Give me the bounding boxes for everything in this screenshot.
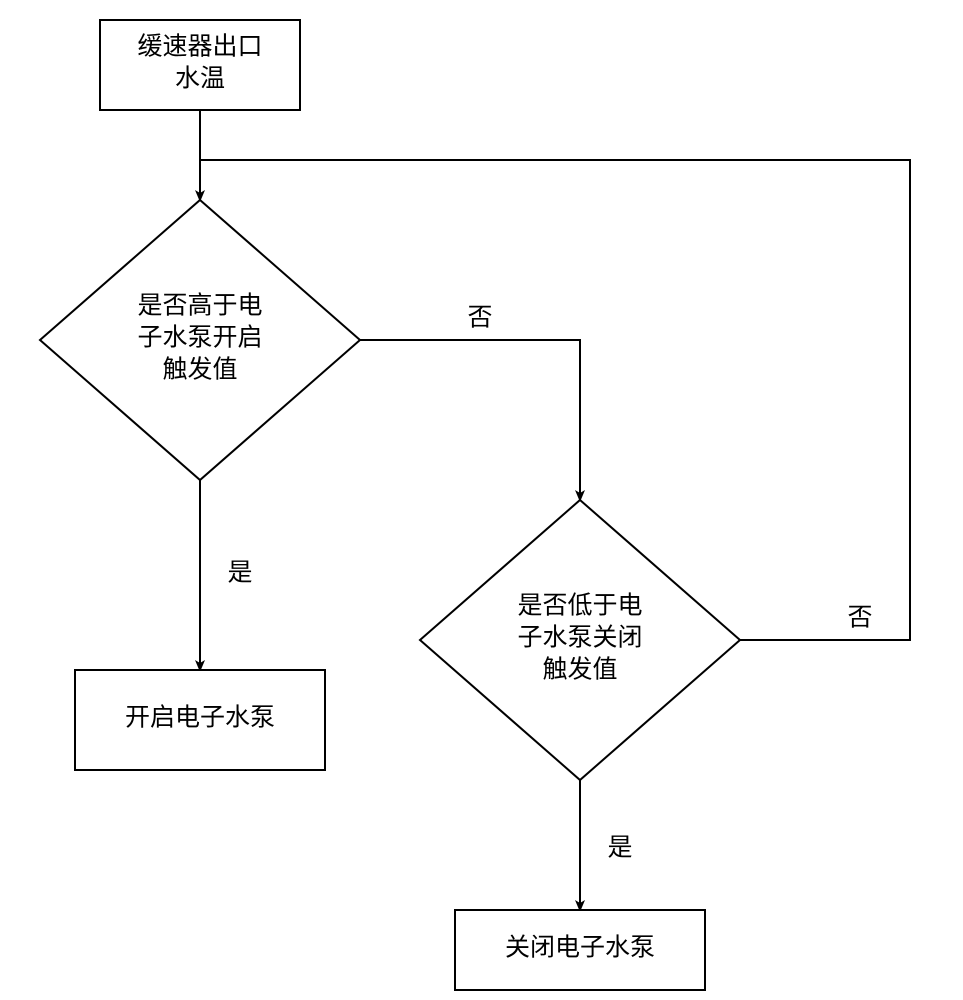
- node-decision-below-close-trigger: 是否低于电子水泵关闭触发值: [420, 500, 740, 780]
- node-retarder-outlet-temp: 缓速器出口水温: [100, 20, 300, 110]
- node-text-line: 是否低于电: [517, 592, 642, 620]
- node-action-close-pump: 关闭电子水泵: [455, 910, 705, 990]
- label-d2-yes: 是: [607, 835, 632, 862]
- label-d1-no: 否: [467, 305, 492, 332]
- node-text-line: 是否高于电: [137, 292, 262, 320]
- node-text-line: 触发值: [162, 356, 237, 384]
- node-text-line: 缓速器出口: [137, 33, 262, 61]
- node-action-open-pump: 开启电子水泵: [75, 670, 325, 770]
- label-d2-no: 否: [847, 605, 872, 632]
- node-text-line: 触发值: [542, 656, 617, 684]
- label-d1-yes: 是: [227, 560, 252, 587]
- node-text-line: 子水泵关闭: [517, 624, 642, 652]
- edge-d1-no-to-d2: [360, 340, 580, 500]
- flowchart-canvas: 缓速器出口水温 是否高于电子水泵开启触发值 开启电子水泵 是否低于电子水泵关闭触…: [0, 0, 963, 1000]
- node-text-line: 关闭电子水泵: [505, 934, 655, 962]
- node-text-line: 开启电子水泵: [125, 704, 275, 732]
- node-text-line: 水温: [175, 65, 225, 93]
- node-decision-above-open-trigger: 是否高于电子水泵开启触发值: [40, 200, 360, 480]
- node-text-line: 子水泵开启: [137, 324, 262, 352]
